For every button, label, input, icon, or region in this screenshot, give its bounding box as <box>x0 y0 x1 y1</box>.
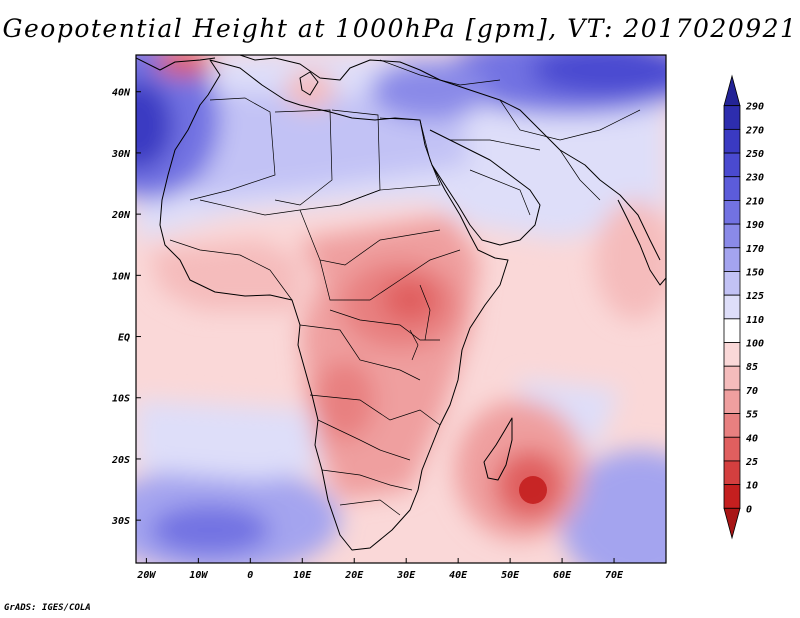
x-tick-label: 10E <box>293 570 312 581</box>
colorbar-level-label: 150 <box>746 267 764 278</box>
colorbar-level-label: 110 <box>746 315 764 326</box>
colorbar-level-label: 290 <box>745 102 764 113</box>
colorbar-level-label: 100 <box>746 339 764 350</box>
south-interior-low <box>315 360 375 440</box>
india-coast <box>617 199 666 286</box>
arabia-coast <box>429 129 541 246</box>
y-tick-label: 10S <box>112 394 130 405</box>
colorbar-segment <box>723 389 741 414</box>
south-atlantic-ring <box>136 400 320 480</box>
colorbar-level-label: 270 <box>745 125 764 136</box>
x-tick-label: 50E <box>501 570 520 581</box>
grads-credit: GrADS: IGES/COLA <box>4 603 91 613</box>
y-tick-label: 20N <box>111 210 131 221</box>
chart-title: Geopotential Height at 1000hPa [gpm], VT… <box>2 14 798 43</box>
colorbar-level-label: 70 <box>746 386 758 397</box>
west-africa-field <box>150 240 300 310</box>
y-tick-label: 30S <box>111 516 130 527</box>
mideast-field <box>370 60 490 120</box>
colorbar: 2902702502302101901701501251101008570554… <box>723 74 764 540</box>
eurasia-coast <box>136 55 661 261</box>
x-axis: 20W 10W 0 10E 20E 30E 40E 50E 60E 70E <box>136 558 624 581</box>
atlantic-high-core <box>136 80 173 170</box>
asia-high-core <box>530 55 666 95</box>
colorbar-segment <box>723 128 741 154</box>
colorbar-segment <box>723 247 741 272</box>
colorbar-segment <box>723 342 741 367</box>
x-tick-label: 0 <box>247 570 253 581</box>
colorbar-segment <box>723 105 741 130</box>
colorbar-segment <box>723 413 741 438</box>
colorbar-level-label: 230 <box>745 173 764 184</box>
colorbar-level-label: 40 <box>746 433 758 444</box>
y-tick-label: 20S <box>111 455 130 466</box>
x-tick-label: 70E <box>605 570 624 581</box>
iberia-low <box>155 55 215 76</box>
colorbar-level-label: 210 <box>745 196 764 207</box>
x-tick-label: 60E <box>553 570 572 581</box>
colorbar-segment <box>723 484 741 509</box>
x-tick-label: 40E <box>449 570 468 581</box>
south-atlantic-core <box>150 505 270 555</box>
x-tick-label: 20E <box>344 570 364 581</box>
heatmap-field <box>136 55 666 563</box>
colorbar-segment <box>723 74 741 107</box>
colorbar-level-label: 25 <box>745 457 758 468</box>
madagascar-coast <box>483 417 513 481</box>
colorbar-segment <box>723 507 741 540</box>
colorbar-segment <box>723 176 741 201</box>
plot-frame <box>135 54 667 564</box>
colorbar-level-label: 250 <box>745 149 764 160</box>
colorbar-segment <box>723 271 741 296</box>
y-axis: 40N 30N 20N 10N EQ 10S 20S 30S <box>111 88 141 527</box>
colorbar-level-label: 125 <box>746 291 764 302</box>
borders <box>169 59 641 516</box>
india-low <box>595 200 666 320</box>
colorbar-segment <box>723 365 741 391</box>
y-tick-label: 40N <box>112 88 131 99</box>
colorbar-level-label: 170 <box>746 244 764 255</box>
x-tick-label: 10W <box>189 570 208 581</box>
indian-high-outer <box>560 450 666 563</box>
coastlines <box>136 55 666 551</box>
y-tick-label: EQ <box>118 333 130 344</box>
y-tick-label: 10N <box>112 271 131 282</box>
africa-coast <box>159 59 509 551</box>
mediterranean-low <box>285 70 335 110</box>
colorbar-segment <box>723 294 741 320</box>
colorbar-level-label: 0 <box>746 504 752 515</box>
central-low-core <box>382 278 438 322</box>
colorbar-segment <box>723 223 741 249</box>
x-tick-label: 20W <box>136 570 156 581</box>
colorbar-segment <box>723 436 741 462</box>
colorbar-segment <box>723 200 741 225</box>
y-tick-label: 30N <box>111 149 131 160</box>
colorbar-segment <box>723 318 741 343</box>
colorbar-level-label: 10 <box>746 481 758 492</box>
madagascar-low-core <box>519 476 547 504</box>
colorbar-level-label: 85 <box>746 362 758 373</box>
colorbar-level-label: 190 <box>746 220 764 231</box>
italy-coast <box>299 71 319 96</box>
colorbar-segment <box>723 152 741 178</box>
colorbar-segment <box>723 460 741 486</box>
colorbar-level-label: 55 <box>746 410 758 421</box>
x-tick-label: 30E <box>396 570 416 581</box>
